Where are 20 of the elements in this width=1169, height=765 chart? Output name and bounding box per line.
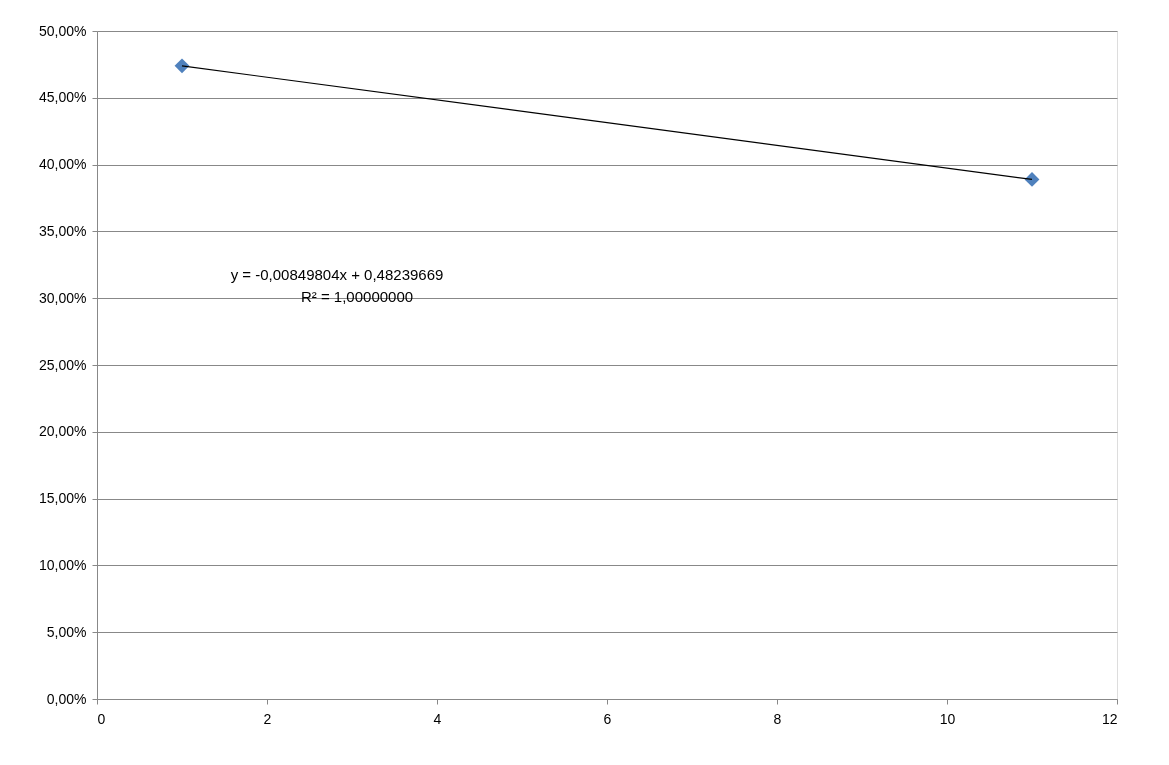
y-tick-label: 20,00%	[39, 423, 87, 440]
annotation: y = -0,00849804x + 0,48239669	[230, 266, 444, 283]
x-tick-label: 8	[773, 710, 782, 727]
x-tick-label: 4	[433, 710, 442, 727]
y-tick-label: 50,00%	[39, 22, 87, 39]
x-tick-label: 2	[263, 710, 272, 727]
y-tick-label: 40,00%	[39, 156, 87, 173]
x-tick-label: 0	[97, 710, 106, 727]
y-tick-label: 0,00%	[46, 690, 87, 707]
y-tick-label: 15,00%	[39, 490, 87, 507]
y-tick-label: 25,00%	[39, 356, 87, 373]
y-tick-label: 45,00%	[39, 89, 87, 106]
y-tick-label: 35,00%	[39, 222, 87, 239]
y-tick-label: 10,00%	[39, 556, 87, 573]
x-tick-label: 10	[939, 710, 956, 727]
annotation: R² = 1,00000000	[300, 288, 414, 305]
x-tick-label: 6	[603, 710, 612, 727]
y-tick-label: 5,00%	[46, 623, 87, 640]
x-tick-label: 12	[1101, 710, 1118, 727]
y-tick-label: 30,00%	[39, 289, 87, 306]
